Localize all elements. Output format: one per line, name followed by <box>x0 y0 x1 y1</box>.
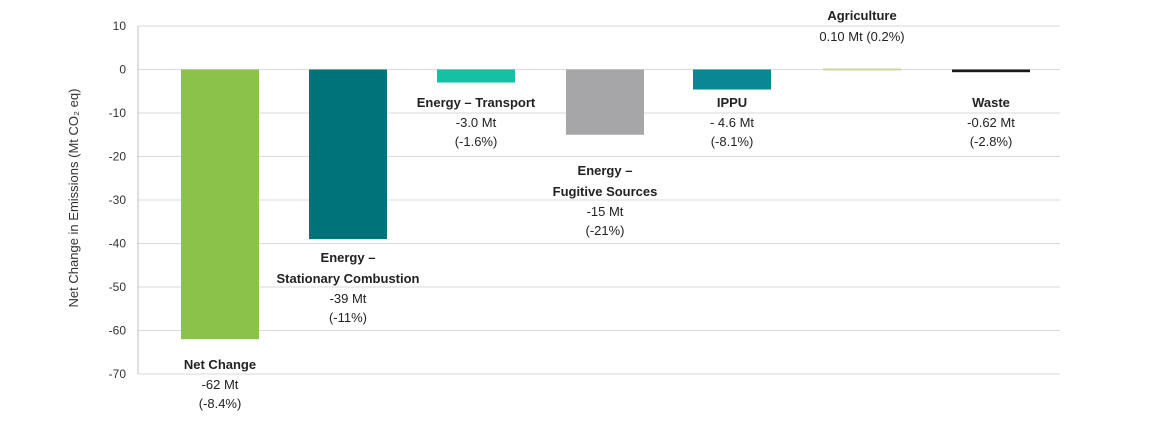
bar <box>437 69 515 83</box>
data-label: (-2.8%) <box>970 134 1013 149</box>
data-label: -0.62 Mt <box>967 115 1015 130</box>
category-label: Agriculture <box>827 8 896 23</box>
y-tick-label: -10 <box>109 106 127 120</box>
y-tick-label: -70 <box>109 367 127 381</box>
y-tick-label: 10 <box>113 19 127 33</box>
bar <box>952 69 1030 73</box>
category-label: Energy – <box>578 163 633 178</box>
data-label: -3.0 Mt <box>456 115 497 130</box>
data-label: (-8.4%) <box>199 396 242 411</box>
data-label: -15 Mt <box>587 204 624 219</box>
y-tick-label: -60 <box>109 324 127 338</box>
category-label: Waste <box>972 95 1010 110</box>
data-label: (-8.1%) <box>711 134 754 149</box>
data-label: (-11%) <box>329 310 367 325</box>
data-label: -39 Mt <box>330 291 367 306</box>
bar <box>693 69 771 90</box>
y-tick-label: -40 <box>109 237 127 251</box>
y-axis-label: Net Change in Emissions (Mt CO₂ eq) <box>66 89 81 308</box>
data-label: (-21%) <box>585 223 624 238</box>
category-label: Fugitive Sources <box>553 184 658 199</box>
data-label: (-1.6%) <box>455 134 498 149</box>
bar <box>309 69 387 240</box>
category-label: IPPU <box>717 95 747 110</box>
data-label: - 4.6 Mt <box>710 115 754 130</box>
y-tick-label: -50 <box>109 280 127 294</box>
category-label: Energy – Transport <box>417 95 536 110</box>
y-tick-label: -20 <box>109 150 127 164</box>
data-label: -62 Mt <box>202 377 239 392</box>
y-tick-label: -30 <box>109 193 127 207</box>
bar <box>566 69 644 135</box>
data-label: 0.10 Mt (0.2%) <box>819 29 904 44</box>
bar <box>181 69 259 340</box>
category-label: Net Change <box>184 357 256 372</box>
bar <box>823 68 901 71</box>
category-label: Stationary Combustion <box>276 271 419 286</box>
y-tick-label: 0 <box>119 63 126 77</box>
category-label: Energy – <box>321 250 376 265</box>
